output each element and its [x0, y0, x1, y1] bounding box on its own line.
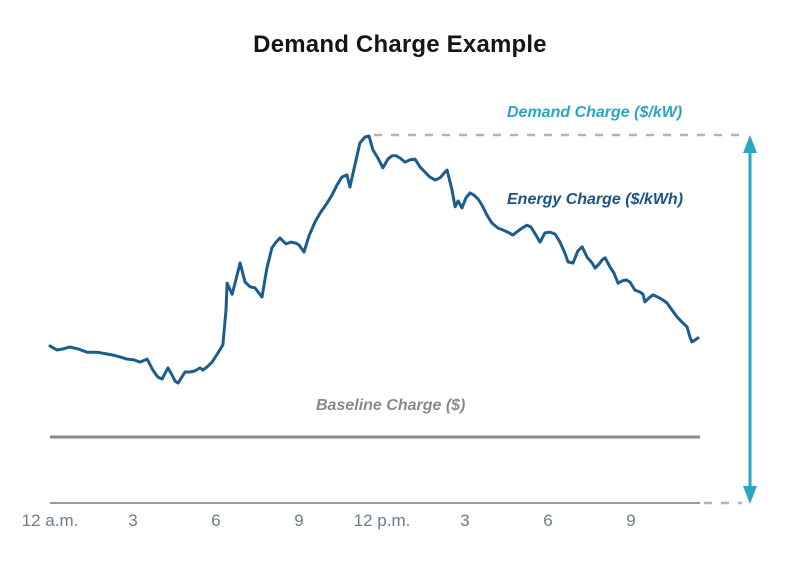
x-tick-label: 9	[626, 511, 636, 530]
x-tick-label: 6	[543, 511, 553, 530]
x-tick-label: 3	[128, 511, 138, 530]
demand-range-arrow	[743, 135, 757, 504]
chart-title: Demand Charge Example	[253, 31, 547, 58]
x-tick-label: 9	[294, 511, 304, 530]
x-tick-label: 12 p.m.	[353, 511, 411, 530]
x-tick-label: 12 a.m.	[21, 511, 79, 530]
x-tick-label: 3	[460, 511, 470, 530]
baseline-charge-label: Baseline Charge ($)	[316, 397, 466, 414]
x-tick-label: 6	[211, 511, 221, 530]
load-curve	[48, 134, 700, 385]
arrow-head-down-icon	[743, 486, 757, 504]
demand-charge-label: Demand Charge ($/kW)	[507, 104, 683, 121]
energy-charge-label: Energy Charge ($/kWh)	[507, 191, 684, 208]
arrow-head-up-icon	[743, 135, 757, 153]
